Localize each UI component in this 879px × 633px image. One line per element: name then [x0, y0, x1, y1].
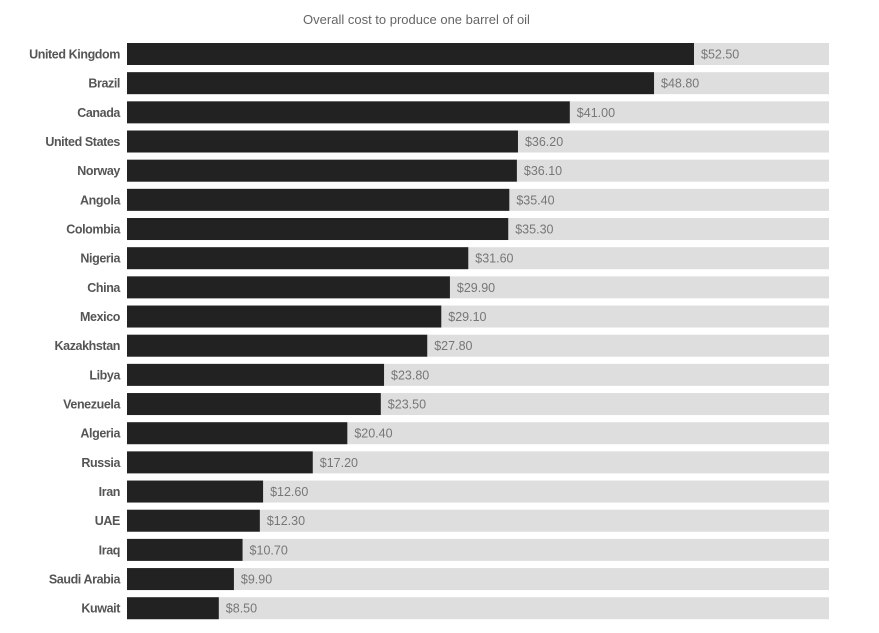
category-label: Mexico [80, 310, 121, 324]
bar [127, 130, 518, 153]
category-label: Nigeria [80, 252, 121, 266]
bar [127, 72, 655, 95]
bar [127, 101, 570, 124]
bar [127, 218, 509, 241]
bar [127, 247, 469, 270]
bar [127, 159, 517, 182]
bar-track [127, 509, 829, 532]
category-label: Colombia [66, 223, 121, 237]
bar [127, 363, 385, 386]
value-label: $20.40 [354, 427, 392, 441]
category-label: China [87, 281, 121, 295]
bar [127, 334, 428, 357]
bar [127, 568, 234, 591]
bar [127, 305, 442, 328]
value-label: $29.90 [457, 281, 495, 295]
value-label: $23.50 [388, 398, 426, 412]
category-label: Kazakhstan [55, 339, 120, 353]
value-label: $35.30 [515, 223, 553, 237]
value-label: $23.80 [391, 368, 429, 382]
category-label: United States [45, 135, 120, 149]
category-label: UAE [95, 514, 120, 528]
value-label: $35.40 [516, 193, 554, 207]
value-label: $36.10 [524, 164, 562, 178]
category-label: Russia [81, 456, 121, 470]
value-label: $12.30 [267, 514, 305, 528]
value-label: $27.80 [434, 339, 472, 353]
category-label: Canada [77, 106, 121, 120]
bar [127, 451, 313, 474]
value-label: $41.00 [577, 106, 615, 120]
category-label: Algeria [80, 427, 121, 441]
bar [127, 509, 260, 532]
category-label: Angola [80, 193, 121, 207]
category-label: Iraq [99, 543, 120, 557]
category-label: Norway [77, 164, 120, 178]
value-label: $12.60 [270, 485, 308, 499]
value-label: $10.70 [250, 543, 288, 557]
bars-layer: United Kingdom $52.50 Brazil $48.80 Canada $4… [29, 43, 829, 620]
bar-track [127, 597, 829, 620]
bar [127, 422, 348, 445]
bar [127, 188, 510, 211]
bar [127, 597, 219, 620]
category-label: Brazil [88, 77, 120, 91]
value-label: $48.80 [661, 77, 699, 91]
category-label: Saudi Arabia [49, 573, 122, 587]
category-label: Kuwait [81, 602, 121, 616]
value-label: $36.20 [525, 135, 563, 149]
bar [127, 480, 264, 503]
value-label: $31.60 [475, 252, 513, 266]
category-label: United Kingdom [29, 48, 120, 62]
value-label: $9.90 [241, 573, 272, 587]
bar-track [127, 538, 829, 561]
category-label: Iran [99, 485, 120, 499]
category-label: Libya [89, 368, 121, 382]
category-label: Venezuela [63, 398, 121, 412]
bar [127, 43, 694, 65]
value-label: $29.10 [448, 310, 486, 324]
value-label: $17.20 [320, 456, 358, 470]
bar-track [127, 480, 829, 503]
chart-title: Overall cost to produce one barrel of oi… [303, 12, 530, 27]
bar [127, 276, 450, 299]
value-label: $8.50 [226, 602, 257, 616]
value-label: $52.50 [701, 48, 739, 62]
bar-track [127, 568, 829, 591]
bar [127, 538, 243, 561]
bar [127, 393, 381, 416]
